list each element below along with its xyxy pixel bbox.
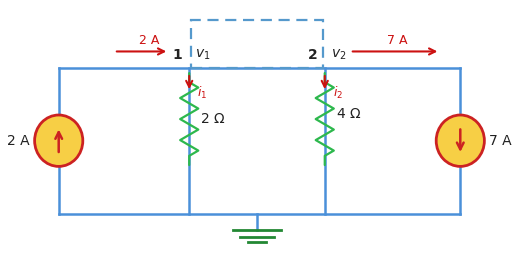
Text: 7 A: 7 A	[387, 34, 408, 47]
Text: 2 $\Omega$: 2 $\Omega$	[200, 112, 226, 126]
Text: $v_2$: $v_2$	[331, 48, 346, 62]
Ellipse shape	[35, 115, 83, 166]
Text: 7 A: 7 A	[489, 134, 512, 148]
Text: 2: 2	[307, 48, 317, 62]
Text: 2 A: 2 A	[7, 134, 30, 148]
Text: $i_2$: $i_2$	[333, 85, 343, 101]
Text: $i_1$: $i_1$	[197, 85, 208, 101]
Text: $v_1$: $v_1$	[195, 48, 211, 62]
Ellipse shape	[436, 115, 484, 166]
Text: 1: 1	[172, 48, 182, 62]
Text: 2 A: 2 A	[139, 34, 159, 47]
Text: 4 $\Omega$: 4 $\Omega$	[336, 107, 361, 121]
